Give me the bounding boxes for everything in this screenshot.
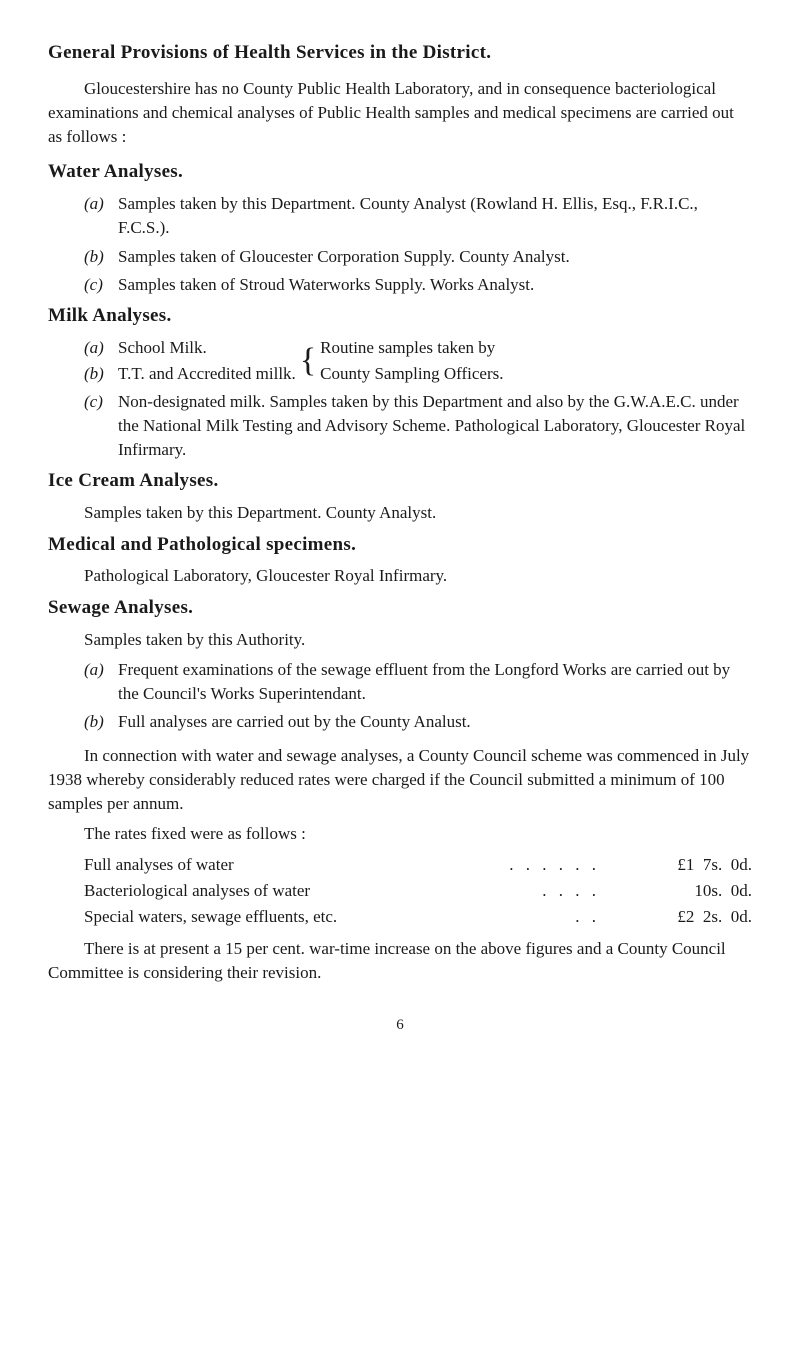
connection-paragraph: In connection with water and sewage anal…	[48, 744, 752, 816]
rate-dots: . .	[563, 905, 612, 929]
item-text: School Milk.	[118, 336, 207, 360]
rate-row: Special waters, sewage effluents, etc. .…	[48, 905, 752, 929]
rates-intro: The rates fixed were as follows :	[48, 822, 752, 846]
item-text: Samples taken by this Department. County…	[118, 192, 752, 240]
item-text: Frequent examinations of the sewage effl…	[118, 658, 752, 706]
milk-item-b: (b) T.T. and Accredited millk.	[84, 362, 296, 386]
item-text: Samples taken of Stroud Waterworks Suppl…	[118, 273, 752, 297]
rate-price: £2 2s. 0d.	[612, 905, 752, 929]
curly-brace-icon: {	[296, 341, 320, 381]
brace-text-line: Routine samples taken by	[320, 336, 503, 360]
item-text: Non-designated milk. Samples taken by th…	[118, 390, 752, 462]
item-text: Samples taken of Gloucester Corporation …	[118, 245, 752, 269]
item-label: (c)	[84, 273, 118, 297]
item-label: (a)	[84, 658, 118, 706]
item-label: (a)	[84, 336, 118, 360]
item-text: Full analyses are carried out by the Cou…	[118, 710, 752, 734]
rate-row: Bacteriological analyses of water . . . …	[48, 879, 752, 903]
sewage-item-a: (a) Frequent examinations of the sewage …	[48, 658, 752, 706]
closing-paragraph: There is at present a 15 per cent. war-t…	[48, 937, 752, 985]
rate-row: Full analyses of water . . . . . . £1 7s…	[48, 853, 752, 877]
water-item-a: (a) Samples taken by this Department. Co…	[48, 192, 752, 240]
rate-price: £1 7s. 0d.	[612, 853, 752, 877]
item-label: (b)	[84, 710, 118, 734]
water-heading: Water Analyses.	[48, 159, 752, 186]
rate-description: Special waters, sewage effluents, etc.	[84, 905, 563, 929]
milk-ab-right: Routine samples taken by County Sampling…	[320, 336, 503, 386]
water-item-b: (b) Samples taken of Gloucester Corporat…	[48, 245, 752, 269]
sewage-intro: Samples taken by this Authority.	[48, 628, 752, 652]
brace-text-line: County Sampling Officers.	[320, 362, 503, 386]
sewage-heading: Sewage Analyses.	[48, 595, 752, 622]
water-item-c: (c) Samples taken of Stroud Waterworks S…	[48, 273, 752, 297]
item-label: (c)	[84, 390, 118, 462]
item-text: T.T. and Accredited millk.	[118, 362, 296, 386]
item-label: (b)	[84, 362, 118, 386]
page-number: 6	[48, 1015, 752, 1036]
item-label: (a)	[84, 192, 118, 240]
intro-paragraph: Gloucestershire has no County Public Hea…	[48, 77, 752, 149]
medical-text: Pathological Laboratory, Gloucester Roya…	[48, 564, 752, 588]
item-label: (b)	[84, 245, 118, 269]
medical-heading: Medical and Pathological specimens.	[48, 532, 752, 559]
milk-item-c: (c) Non-designated milk. Samples taken b…	[48, 390, 752, 462]
icecream-heading: Ice Cream Analyses.	[48, 468, 752, 495]
milk-ab-left: (a) School Milk. (b) T.T. and Accredited…	[84, 336, 296, 386]
icecream-text: Samples taken by this Department. County…	[48, 501, 752, 525]
milk-item-a: (a) School Milk.	[84, 336, 296, 360]
rate-description: Bacteriological analyses of water	[84, 879, 530, 903]
rate-dots: . . . . . .	[497, 853, 612, 877]
milk-ab-brace-group: (a) School Milk. (b) T.T. and Accredited…	[48, 336, 752, 386]
rate-dots: . . . .	[530, 879, 612, 903]
rate-price: 10s. 0d.	[612, 879, 752, 903]
milk-heading: Milk Analyses.	[48, 303, 752, 330]
rate-description: Full analyses of water	[84, 853, 497, 877]
main-title: General Provisions of Health Services in…	[48, 40, 752, 67]
sewage-item-b: (b) Full analyses are carried out by the…	[48, 710, 752, 734]
